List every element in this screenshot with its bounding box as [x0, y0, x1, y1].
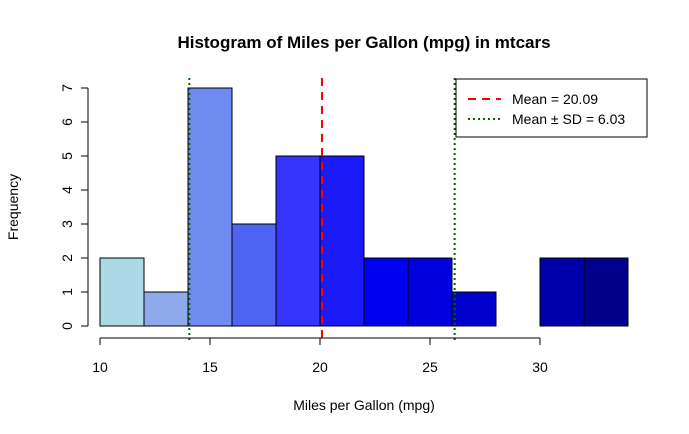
histogram-bar-1 — [143, 291, 189, 327]
histogram-bar-4 — [275, 155, 321, 327]
histogram-bar-5 — [319, 155, 365, 327]
histogram-bar-7 — [407, 257, 453, 327]
histogram-bar-11 — [583, 257, 629, 327]
chart-title: Histogram of Miles per Gallon (mpg) in m… — [177, 33, 550, 52]
y-tick-label-1: 1 — [59, 288, 75, 296]
y-tick-label-6: 6 — [59, 118, 75, 126]
x-tick-label-4: 30 — [532, 359, 548, 375]
x-axis-label: Miles per Gallon (mpg) — [293, 397, 435, 413]
histogram-bar-3 — [231, 223, 277, 327]
histogram-bar-10 — [539, 257, 585, 327]
reference-lines — [188, 78, 456, 341]
y-axis-label: Frequency — [5, 174, 21, 240]
y-tick-label-0: 0 — [59, 322, 75, 330]
x-tick-label-1: 15 — [202, 359, 218, 375]
legend-label-1: Mean ± SD = 6.03 — [512, 111, 625, 127]
legend: Mean = 20.09 Mean ± SD = 6.03 — [455, 78, 648, 138]
y-tick-label-3: 3 — [59, 220, 75, 228]
legend-box — [455, 78, 648, 138]
x-tick-label-2: 20 — [312, 359, 328, 375]
histogram-bar-6 — [363, 257, 409, 327]
x-tick-label-0: 10 — [92, 359, 108, 375]
x-tick-label-3: 25 — [422, 359, 438, 375]
x-axis: 10 15 20 25 30 — [92, 337, 548, 375]
legend-label-0: Mean = 20.09 — [512, 91, 598, 107]
y-tick-label-2: 2 — [59, 254, 75, 262]
histogram-bar-8 — [451, 291, 497, 327]
bars-group — [99, 87, 629, 327]
histogram-bar-2 — [187, 87, 233, 327]
histogram-bar-0 — [99, 257, 145, 327]
y-tick-label-7: 7 — [59, 84, 75, 92]
y-tick-label-5: 5 — [59, 152, 75, 160]
y-axis: 0 1 2 3 4 5 6 7 — [59, 84, 89, 330]
y-tick-label-4: 4 — [59, 186, 75, 194]
